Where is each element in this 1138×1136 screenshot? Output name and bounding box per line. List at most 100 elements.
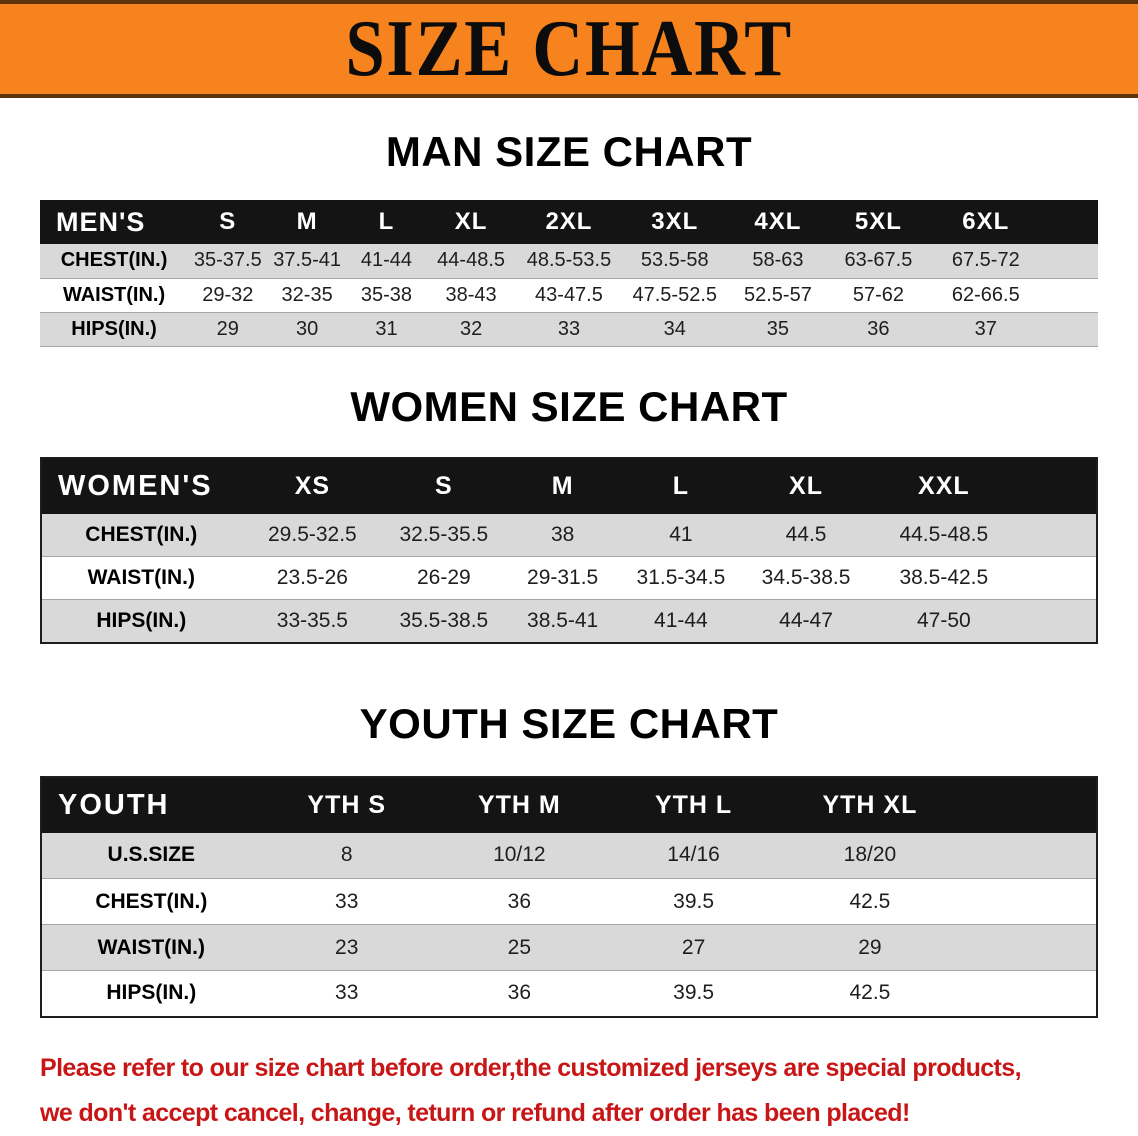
table-row: HIPS(IN.) 33-35.5 35.5-38.5 38.5-41 41-44 44-… bbox=[41, 599, 1097, 643]
value-cell: 48.5-53.5 bbox=[526, 249, 612, 272]
table-row: CHEST(IN.) 33 36 39.5 42.5 bbox=[41, 879, 1097, 925]
value-cell: 29.5-32.5 bbox=[268, 522, 357, 546]
size-column-header: YTH S bbox=[260, 776, 433, 833]
value-cell: 29-31.5 bbox=[527, 566, 599, 589]
value-cell: 33 bbox=[335, 981, 359, 1005]
size-column-header: XXL bbox=[872, 457, 1016, 514]
filler-cell bbox=[959, 833, 1097, 879]
value-cell: 32-35 bbox=[281, 283, 333, 306]
size-column-header: 3XL bbox=[621, 200, 728, 244]
row-label: HIPS(IN.) bbox=[71, 317, 157, 340]
value-cell: 27 bbox=[681, 935, 706, 959]
women-table-body: CHEST(IN.) 29.5-32.5 32.5-35.5 38 41 44.5 44.5… bbox=[41, 513, 1097, 643]
filler-cell bbox=[1043, 312, 1098, 346]
value-cell: 26-29 bbox=[416, 566, 471, 589]
value-cell: 33 bbox=[557, 317, 581, 340]
banner-title: SIZE CHART bbox=[345, 4, 793, 93]
size-column-header: 4XL bbox=[727, 200, 829, 244]
filler-cell bbox=[1043, 244, 1098, 278]
value-cell: 67.5-72 bbox=[951, 249, 1020, 272]
table-row: U.S.SIZE 8 10/12 14/16 18/20 bbox=[41, 832, 1097, 879]
men-table-body: CHEST(IN.) 35-37.5 37.5-41 41-44 44-48.5 48.5… bbox=[40, 244, 1098, 346]
value-cell: 32.5-35.5 bbox=[399, 522, 489, 546]
size-column-header: S bbox=[384, 457, 504, 514]
value-cell: 44-48.5 bbox=[437, 249, 506, 272]
table-row: CHEST(IN.) 29.5-32.5 32.5-35.5 38 41 44.5 44.5… bbox=[41, 513, 1097, 557]
value-cell: 38.5-42.5 bbox=[899, 566, 989, 589]
row-label: CHEST(IN.) bbox=[60, 249, 168, 272]
youth-table-body: U.S.SIZE 8 10/12 14/16 18/20 CHEST(IN.) 33 36 39… bbox=[41, 832, 1097, 1017]
size-column-header: M bbox=[267, 200, 347, 244]
table-corner-header: WOMEN'S bbox=[41, 457, 241, 514]
row-label: WAIST(IN.) bbox=[97, 935, 205, 959]
table-row: WAIST(IN.) 23.5-26 26-29 29-31.5 31.5-34.5 34… bbox=[41, 557, 1097, 600]
value-cell: 53.5-58 bbox=[640, 249, 709, 272]
value-cell: 38-43 bbox=[445, 283, 497, 306]
value-cell: 23.5-26 bbox=[276, 566, 348, 589]
value-cell: 18/20 bbox=[843, 843, 897, 867]
men-table-head: MEN'S S M L XL 2XL 3XL 4XL 5XL 6XL bbox=[40, 200, 1098, 244]
women-section-title: WOMEN SIZE CHART bbox=[350, 382, 788, 430]
table-header-row: MEN'S S M L XL 2XL 3XL 4XL 5XL 6XL bbox=[40, 200, 1098, 244]
value-cell: 30 bbox=[296, 317, 319, 340]
value-cell: 39.5 bbox=[673, 981, 715, 1005]
value-cell: 34.5-38.5 bbox=[761, 566, 851, 589]
value-cell: 44.5 bbox=[785, 522, 827, 546]
value-cell: 43-47.5 bbox=[535, 283, 603, 306]
women-size-table: WOMEN'S XS S M L XL XXL CHEST(IN.) 29.5-32.5 32.… bbox=[40, 456, 1098, 644]
size-chart-banner: SIZE CHART bbox=[0, 0, 1138, 98]
size-column-header: L bbox=[621, 457, 741, 514]
row-label: WAIST(IN.) bbox=[62, 283, 166, 306]
filler-cell bbox=[1015, 457, 1097, 514]
value-cell: 42.5 bbox=[849, 889, 891, 913]
size-column-header: L bbox=[346, 200, 427, 244]
value-cell: 38.5-41 bbox=[527, 608, 599, 632]
value-cell: 32 bbox=[459, 317, 483, 340]
youth-size-section: YOUTH SIZE CHART YOUTH YTH S YTH M YTH L YTH… bbox=[0, 700, 1138, 1018]
value-cell: 35-38 bbox=[360, 283, 413, 306]
value-cell: 47-50 bbox=[916, 608, 971, 632]
filler-cell bbox=[1042, 200, 1098, 244]
size-column-header: XL bbox=[426, 200, 517, 244]
table-header-row: YOUTH YTH S YTH M YTH L YTH XL bbox=[41, 776, 1097, 833]
size-column-header: M bbox=[503, 457, 622, 514]
value-cell: 37 bbox=[974, 317, 997, 340]
row-label: HIPS(IN.) bbox=[106, 981, 197, 1005]
value-cell: 31.5-34.5 bbox=[636, 566, 726, 589]
value-cell: 29 bbox=[858, 935, 882, 959]
value-cell: 41-44 bbox=[360, 249, 413, 272]
value-cell: 44.5-48.5 bbox=[899, 522, 989, 546]
value-cell: 29-32 bbox=[202, 283, 254, 306]
value-cell: 14/16 bbox=[667, 843, 720, 867]
filler-cell bbox=[959, 971, 1097, 1017]
value-cell: 38 bbox=[550, 522, 575, 546]
table-corner-header: MEN'S bbox=[40, 200, 189, 244]
value-cell: 39.5 bbox=[673, 889, 715, 913]
value-cell: 62-66.5 bbox=[951, 283, 1020, 306]
table-corner-header: YOUTH bbox=[41, 776, 261, 833]
disclaimer-line-2: we don't accept cancel, change, teturn o… bbox=[40, 1098, 910, 1127]
table-header-row: WOMEN'S XS S M L XL XXL bbox=[41, 457, 1097, 514]
youth-size-table: YOUTH YTH S YTH M YTH L YTH XL U.S.SIZE 8 10/1… bbox=[40, 775, 1098, 1018]
value-cell: 44-47 bbox=[779, 608, 833, 632]
filler-cell bbox=[1016, 600, 1097, 643]
row-label: WAIST(IN.) bbox=[87, 566, 195, 589]
men-size-table: MEN'S S M L XL 2XL 3XL 4XL 5XL 6XL CHEST(IN.) 35-3… bbox=[40, 200, 1098, 347]
value-cell: 58-63 bbox=[752, 249, 804, 272]
value-cell: 25 bbox=[507, 935, 532, 959]
men-section-title: MAN SIZE CHART bbox=[385, 128, 753, 175]
value-cell: 36 bbox=[507, 889, 532, 913]
size-column-header: 6XL bbox=[928, 200, 1043, 244]
filler-cell bbox=[959, 925, 1097, 971]
value-cell: 52.5-57 bbox=[743, 283, 812, 306]
size-column-header: YTH L bbox=[605, 776, 782, 833]
value-cell: 31 bbox=[375, 317, 398, 340]
table-row: WAIST(IN.) 29-32 32-35 35-38 38-43 43-47.5 47.… bbox=[40, 278, 1098, 312]
table-row: HIPS(IN.) 33 36 39.5 42.5 bbox=[41, 971, 1097, 1017]
row-label: U.S.SIZE bbox=[107, 843, 196, 867]
filler-cell bbox=[958, 776, 1097, 833]
value-cell: 35-37.5 bbox=[193, 249, 262, 272]
value-cell: 8 bbox=[340, 843, 353, 867]
value-cell: 42.5 bbox=[849, 981, 891, 1005]
filler-cell bbox=[1043, 278, 1098, 312]
